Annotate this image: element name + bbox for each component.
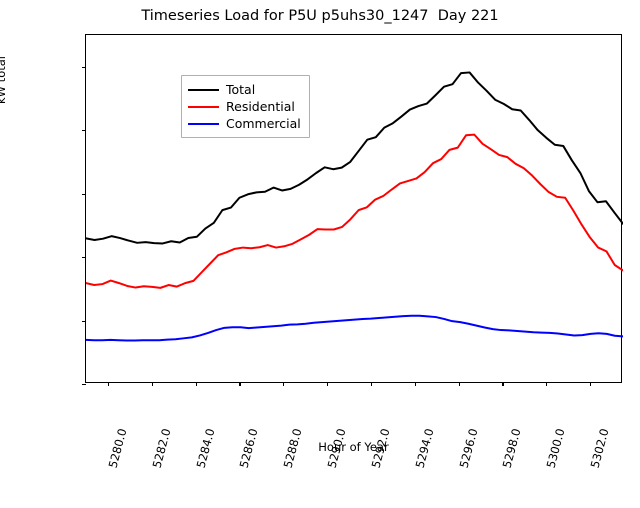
y-tick-mark (82, 193, 86, 195)
legend-label: Residential (226, 99, 295, 114)
y-tick-mark (82, 384, 86, 386)
x-tick-mark (283, 382, 285, 386)
x-tick-mark (546, 382, 548, 386)
x-tick-mark (195, 382, 197, 386)
series-line-commercial (86, 314, 623, 342)
legend-label: Total (226, 82, 256, 97)
legend-label: Commercial (226, 116, 301, 131)
x-tick-mark (414, 382, 416, 386)
y-tick-mark (82, 320, 86, 322)
x-tick-mark (370, 382, 373, 386)
legend-entry-total: Total (188, 81, 301, 98)
x-axis-label: Hour of Year (318, 440, 389, 454)
x-tick-mark (327, 382, 329, 386)
chart-figure: Timeseries Load for P5U p5uhs30_1247 Day… (0, 8, 623, 470)
legend-swatch-total (188, 88, 219, 91)
x-tick-mark (239, 382, 241, 386)
legend-swatch-commercial (188, 122, 219, 125)
x-tick-mark (107, 382, 109, 386)
chart-title: Timeseries Load for P5U p5uhs30_1247 Day… (141, 8, 499, 24)
y-axis-label: kW total (0, 56, 8, 104)
y-tick-mark (82, 66, 86, 68)
x-tick-mark (458, 382, 460, 386)
x-tick-mark (502, 382, 504, 386)
series-line-residential (86, 133, 623, 289)
chart-legend: Total Residential Commercial (181, 75, 310, 138)
legend-entry-residential: Residential (188, 98, 301, 115)
legend-entry-commercial: Commercial (188, 115, 301, 132)
x-tick-mark (590, 382, 592, 386)
x-tick-mark (151, 382, 153, 386)
y-tick-mark (82, 257, 86, 259)
legend-swatch-residential (188, 105, 219, 108)
series-line-total (86, 71, 623, 245)
plot-lines (86, 71, 623, 342)
y-tick-mark (82, 130, 86, 132)
